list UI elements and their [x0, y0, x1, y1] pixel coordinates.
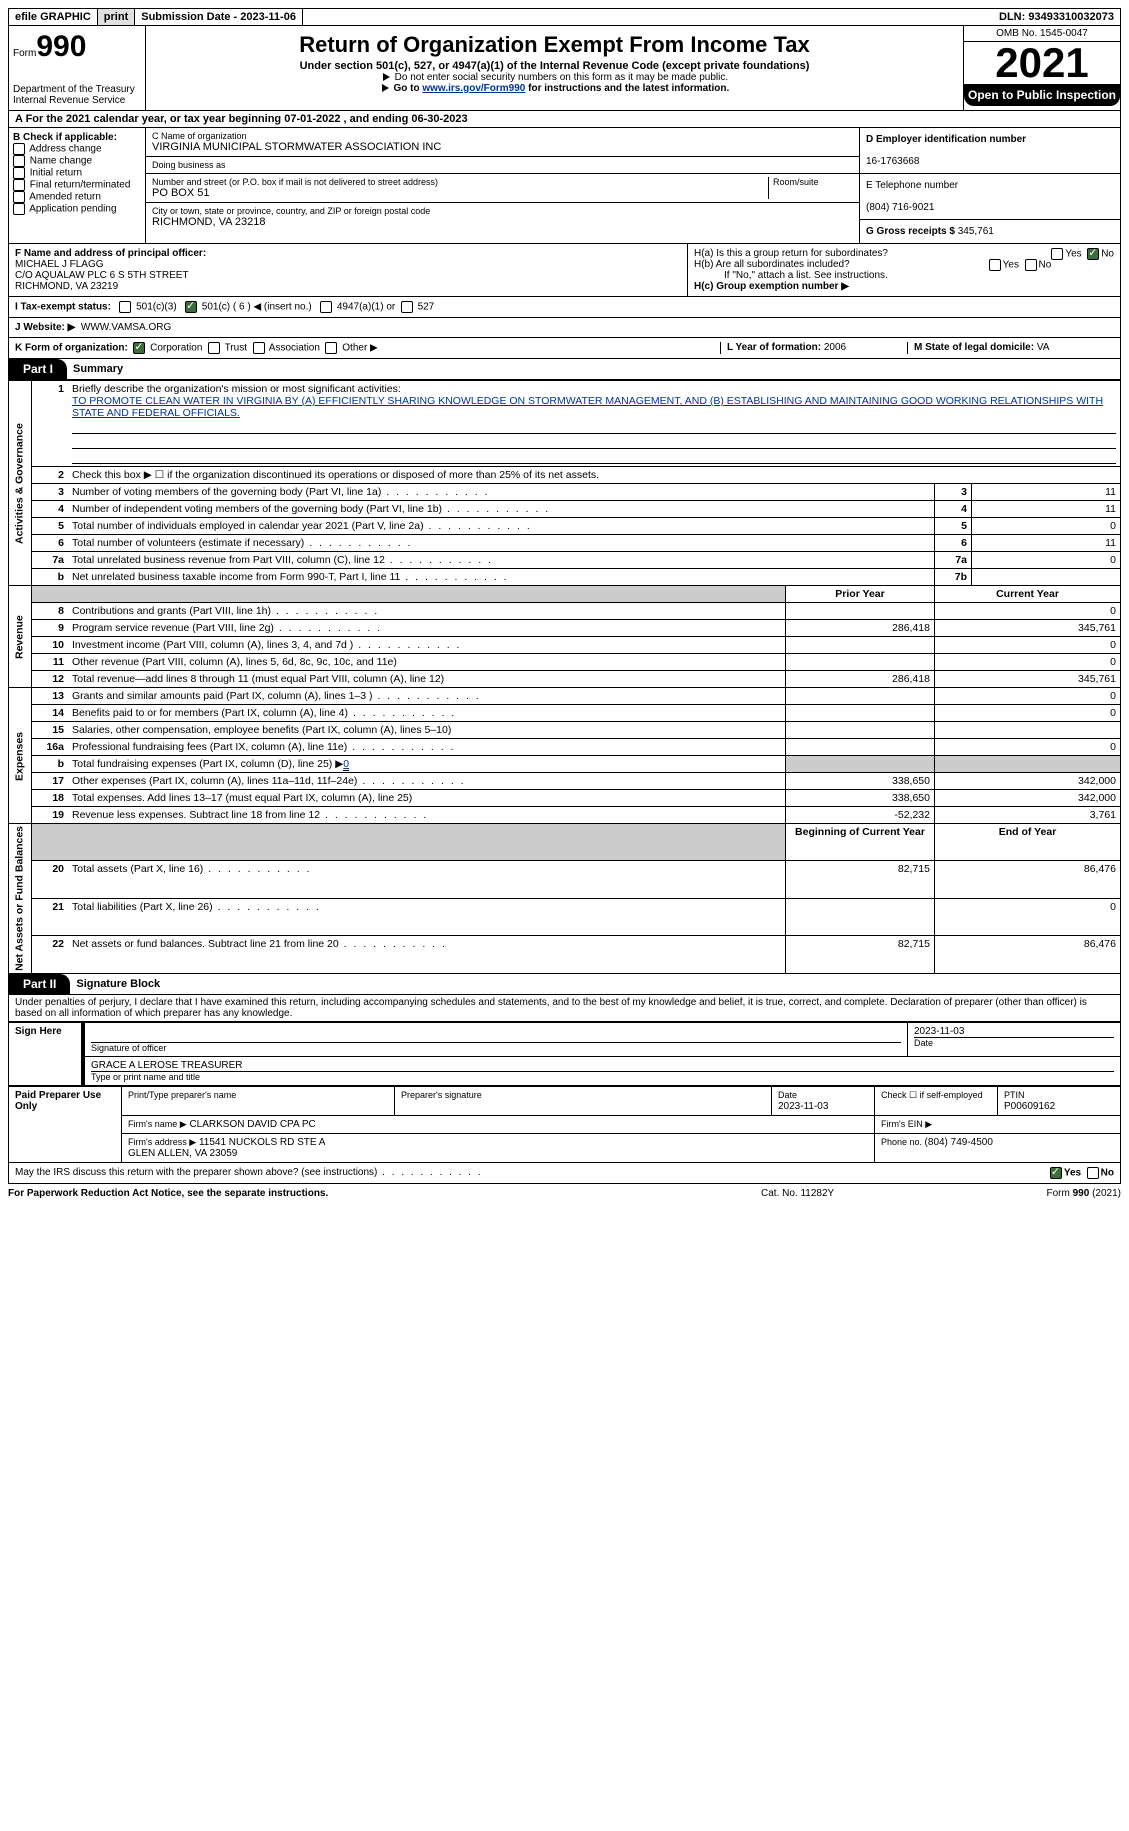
- addr-value: PO BOX 51: [152, 187, 764, 199]
- city-value: RICHMOND, VA 23218: [152, 216, 853, 228]
- cb-discuss-yes[interactable]: [1050, 1167, 1062, 1179]
- website-value: WWW.VAMSA.ORG: [81, 322, 171, 333]
- cb-pending[interactable]: [13, 203, 25, 215]
- cb-4947[interactable]: [320, 301, 332, 313]
- tel-label: E Telephone number: [866, 180, 958, 191]
- city-label: City or town, state or province, country…: [152, 206, 853, 216]
- top-bar: efile GRAPHIC print Submission Date - 20…: [8, 8, 1121, 26]
- cb-527[interactable]: [401, 301, 413, 313]
- open-to-public: Open to Public Inspection: [964, 84, 1120, 106]
- form-header: Form990 Department of the Treasury Inter…: [8, 26, 1121, 111]
- line-k: K Form of organization: Corporation Trus…: [8, 338, 1121, 359]
- section-fh: F Name and address of principal officer:…: [8, 244, 1121, 297]
- hb-label: H(b) Are all subordinates included?: [694, 259, 850, 270]
- part1-bar: Part ISummary: [8, 359, 1121, 380]
- cb-corp[interactable]: [133, 342, 145, 354]
- officer-addr: C/O AQUALAW PLC 6 S 5TH STREET RICHMOND,…: [15, 270, 189, 292]
- paid-preparer-block: Paid Preparer Use Only Print/Type prepar…: [8, 1086, 1121, 1163]
- hb-note: If "No," attach a list. See instructions…: [694, 270, 1114, 281]
- officer-name: MICHAEL J FLAGG: [15, 259, 104, 270]
- ein-value: 16-1763668: [866, 156, 919, 167]
- cb-assoc[interactable]: [253, 342, 265, 354]
- cb-name-change[interactable]: [13, 155, 25, 167]
- state-domicile: VA: [1037, 342, 1050, 353]
- part2-bar: Part IISignature Block: [8, 974, 1121, 995]
- mission-text: TO PROMOTE CLEAN WATER IN VIRGINIA BY (A…: [72, 395, 1103, 419]
- dln: DLN: 93493310032073: [993, 9, 1120, 25]
- form-subtitle: Under section 501(c), 527, or 4947(a)(1)…: [150, 60, 959, 72]
- irs-link[interactable]: www.irs.gov/Form990: [422, 83, 525, 94]
- cb-initial-return[interactable]: [13, 167, 25, 179]
- dba-label: Doing business as: [152, 160, 853, 170]
- ein-label: D Employer identification number: [866, 134, 1026, 145]
- print-button[interactable]: print: [98, 9, 135, 25]
- sign-here-label: Sign Here: [9, 1022, 84, 1085]
- cb-ha-no[interactable]: [1087, 248, 1099, 260]
- cb-final-return[interactable]: [13, 179, 25, 191]
- submission-date: Submission Date - 2023-11-06: [135, 9, 303, 25]
- cb-other[interactable]: [325, 342, 337, 354]
- room-label: Room/suite: [769, 177, 853, 199]
- cb-ha-yes[interactable]: [1051, 248, 1063, 260]
- officer-print-name: GRACE A LEROSE TREASURER: [91, 1060, 243, 1071]
- f-label: F Name and address of principal officer:: [15, 248, 206, 259]
- gross-value: 345,761: [958, 226, 994, 237]
- efile-label: efile GRAPHIC: [9, 9, 98, 25]
- firm-name: CLARKSON DAVID CPA PC: [189, 1119, 315, 1130]
- cb-trust[interactable]: [208, 342, 220, 354]
- section-bcd: B Check if applicable: Address change Na…: [8, 128, 1121, 244]
- sign-here-block: Sign Here Signature of officer 2023-11-0…: [8, 1022, 1121, 1086]
- tax-year: 2021: [964, 42, 1120, 84]
- dept-label: Department of the Treasury Internal Reve…: [13, 84, 141, 106]
- cb-501c[interactable]: [185, 301, 197, 313]
- tab-expenses: Expenses: [9, 688, 32, 824]
- sign-date: 2023-11-03: [914, 1026, 964, 1037]
- firm-phone: (804) 749-4500: [925, 1137, 993, 1148]
- cb-501c3[interactable]: [119, 301, 131, 313]
- summary-table: Activities & Governance 1 Briefly descri…: [8, 380, 1121, 974]
- ha-label: H(a) Is this a group return for subordin…: [694, 248, 888, 259]
- gross-label: G Gross receipts $: [866, 226, 958, 237]
- ptin: P00609162: [1004, 1101, 1055, 1112]
- tab-netassets: Net Assets or Fund Balances: [9, 824, 32, 974]
- line-j: J Website: ▶ WWW.VAMSA.ORG: [8, 318, 1121, 338]
- b-header: B Check if applicable:: [13, 132, 117, 143]
- page-footer: For Paperwork Reduction Act Notice, see …: [8, 1184, 1121, 1199]
- cb-discuss-no[interactable]: [1087, 1167, 1099, 1179]
- form-note-1: Do not enter social security numbers on …: [150, 72, 959, 83]
- discuss-row: May the IRS discuss this return with the…: [8, 1163, 1121, 1184]
- cb-hb-yes[interactable]: [989, 259, 1001, 271]
- hc-label: H(c) Group exemption number ▶: [694, 281, 849, 292]
- form-note-2: Go to www.irs.gov/Form990 for instructio…: [150, 83, 959, 94]
- org-name: VIRGINIA MUNICIPAL STORMWATER ASSOCIATIO…: [152, 141, 853, 153]
- line-i: I Tax-exempt status: 501(c)(3) 501(c) ( …: [8, 297, 1121, 318]
- tab-governance: Activities & Governance: [9, 381, 32, 586]
- cb-hb-no[interactable]: [1025, 259, 1037, 271]
- form-number: Form990: [13, 30, 141, 64]
- paid-preparer-label: Paid Preparer Use Only: [9, 1086, 122, 1162]
- cb-address-change[interactable]: [13, 143, 25, 155]
- tel-value: (804) 716-9021: [866, 202, 934, 213]
- year-formation: 2006: [824, 342, 846, 353]
- cb-amended[interactable]: [13, 191, 25, 203]
- declaration: Under penalties of perjury, I declare th…: [8, 995, 1121, 1022]
- form-title: Return of Organization Exempt From Incom…: [150, 32, 959, 58]
- addr-label: Number and street (or P.O. box if mail i…: [152, 177, 764, 187]
- c-name-label: C Name of organization: [152, 131, 853, 141]
- tab-revenue: Revenue: [9, 586, 32, 688]
- line-a: A For the 2021 calendar year, or tax yea…: [8, 111, 1121, 128]
